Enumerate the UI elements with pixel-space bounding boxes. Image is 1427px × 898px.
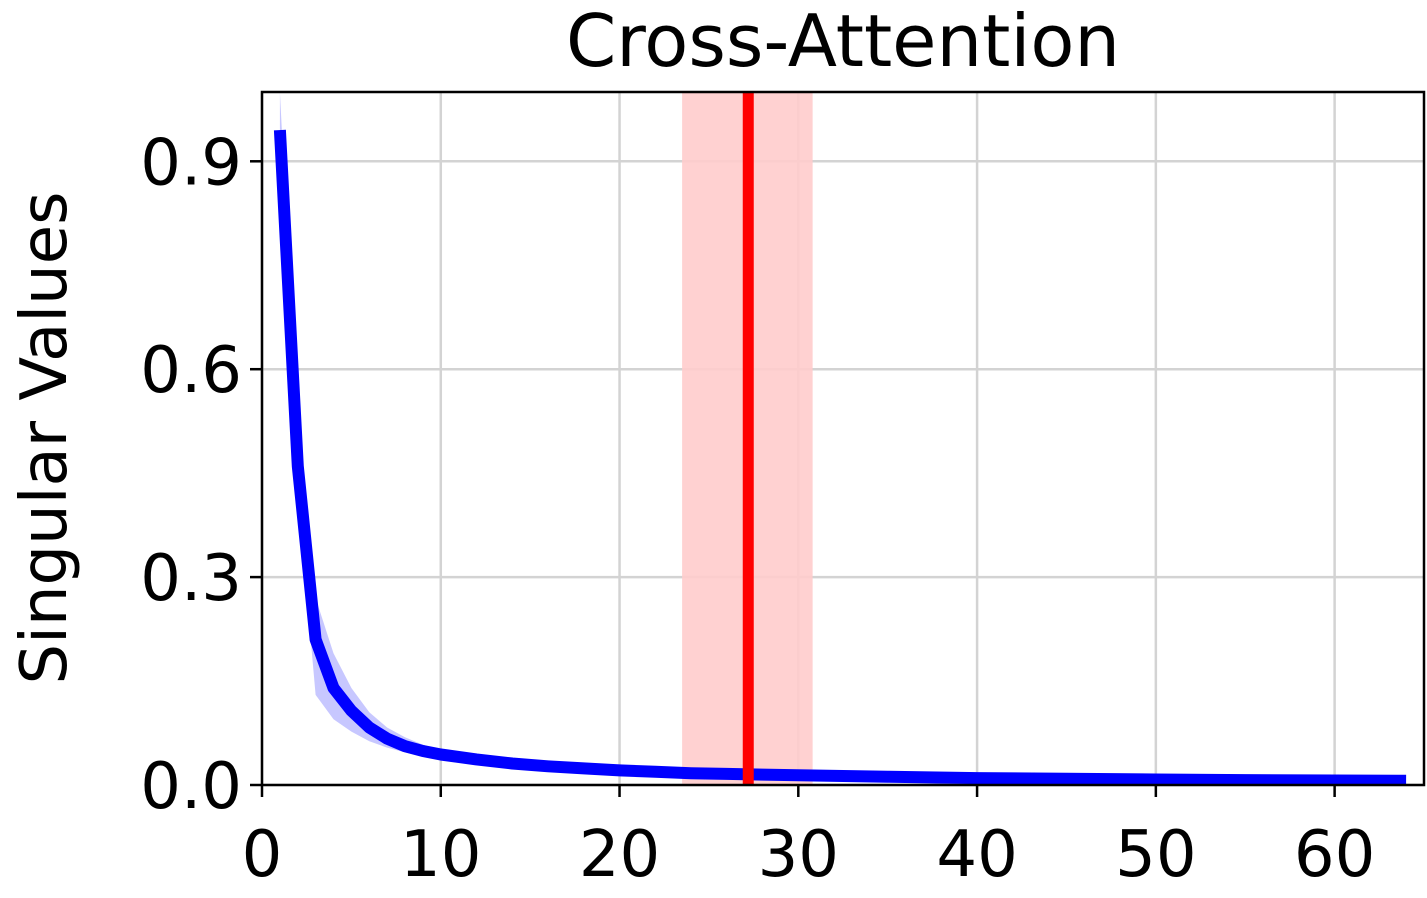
y-tick-label: 0.9: [140, 126, 242, 200]
x-tick-label: 10: [400, 818, 481, 892]
x-tick-label: 50: [1115, 818, 1196, 892]
x-tick-label: 20: [579, 818, 660, 892]
x-tick-label: 30: [758, 818, 839, 892]
x-tick-label: 0: [242, 818, 283, 892]
chart-title: Cross-Attention: [566, 0, 1120, 83]
y-tick-label: 0.0: [140, 750, 242, 824]
y-tick-label: 0.3: [140, 542, 242, 616]
series-line-0: [273, 129, 1407, 785]
confidence-band-0: [279, 92, 1407, 781]
x-tick-label: 40: [936, 818, 1017, 892]
x-tick-label: 60: [1294, 818, 1375, 892]
plot-frame: [260, 90, 1426, 787]
y-axis-ticks: 0.0 0.3 0.6 0.9: [140, 126, 262, 824]
series-line-layer: [273, 129, 1407, 785]
grid-lines: [260, 92, 1424, 787]
y-axis-label: Singular Values: [8, 192, 82, 685]
y-tick-label: 0.6: [140, 334, 242, 408]
x-axis-ticks: 0 10 20 30 40 50 60: [242, 785, 1375, 892]
axes-frame: [260, 90, 1426, 787]
confidence-band-layer: [279, 92, 1407, 781]
